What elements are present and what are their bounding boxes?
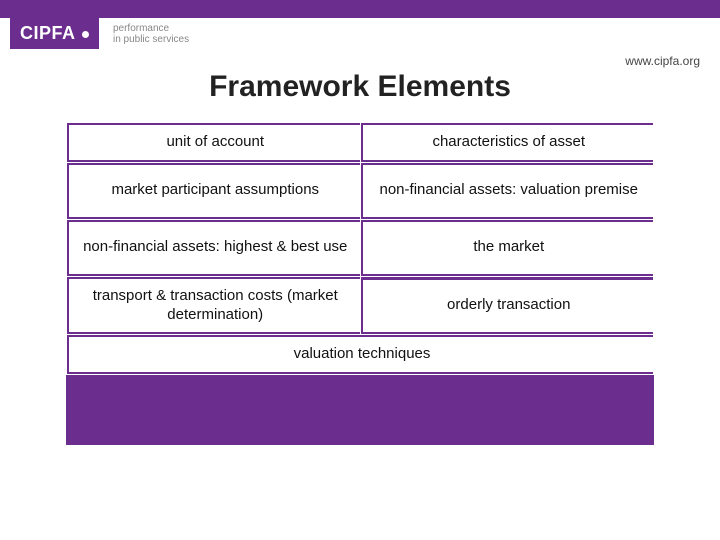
table-row: non-financial assets: highest & best use…	[67, 219, 654, 276]
framework-table: unit of account characteristics of asset…	[66, 122, 654, 375]
tagline-line2: in public services	[113, 34, 189, 45]
tagline-line1: performance	[113, 23, 189, 34]
table-cell: non-financial assets: valuation premise	[363, 165, 656, 217]
table-cell: orderly transaction	[363, 280, 656, 332]
table-row: transport & transaction costs (market de…	[67, 276, 654, 335]
table-row: market participant assumptions non-finan…	[67, 162, 654, 219]
table-cell: non-financial assets: highest & best use	[69, 222, 362, 274]
site-url: www.cipfa.org	[625, 54, 700, 68]
table-cell: valuation techniques	[69, 337, 655, 372]
table-cell: transport & transaction costs (market de…	[69, 279, 362, 333]
logo-area: CIPFA performance in public services	[10, 18, 240, 62]
logo-tagline: performance in public services	[113, 23, 189, 45]
header-bar	[0, 0, 720, 18]
logo-text: CIPFA	[20, 23, 76, 43]
slide: CIPFA performance in public services www…	[0, 0, 720, 540]
framework-table-wrap: unit of account characteristics of asset…	[66, 122, 654, 445]
logo-mark: CIPFA	[10, 18, 99, 49]
table-footer-pad	[66, 375, 654, 445]
table-cell: market participant assumptions	[69, 165, 362, 217]
table-row: valuation techniques	[67, 335, 654, 375]
page-title: Framework Elements	[0, 70, 720, 104]
table-row: unit of account characteristics of asset	[67, 123, 654, 163]
table-cell: unit of account	[69, 125, 362, 160]
table-cell: the market	[363, 222, 656, 274]
logo-bullet-icon	[82, 31, 89, 38]
table-cell: characteristics of asset	[363, 125, 656, 160]
